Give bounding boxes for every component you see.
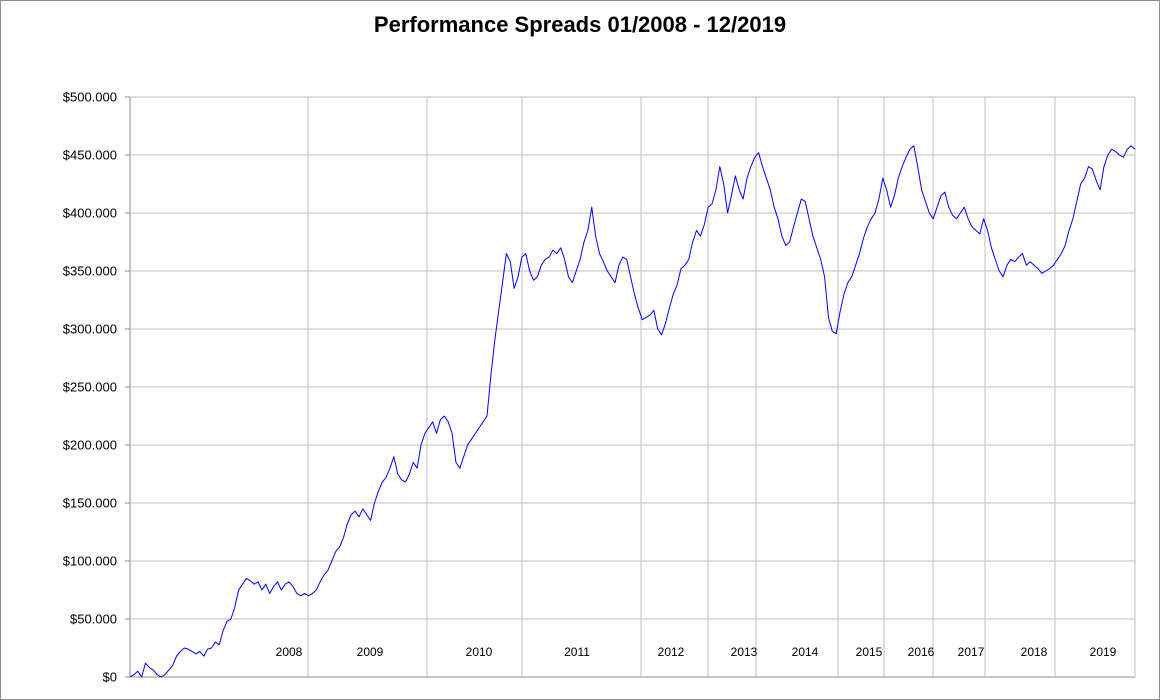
y-tick-label: $300.000 [63,322,117,337]
series-line [129,145,1136,678]
y-tick-label: $100.000 [63,554,117,569]
year-label: 2015 [856,645,883,659]
year-label: 2011 [564,645,590,659]
chart-title: Performance Spreads 01/2008 - 12/2019 [373,12,787,37]
vertical-gridlines [307,97,1056,677]
y-tick-label: $250.000 [63,380,117,395]
y-tick-label: $500.000 [63,90,117,105]
year-label: 2009 [357,645,384,659]
year-label: 2012 [658,645,685,659]
series-group [129,145,1136,678]
year-label: 2008 [276,645,303,659]
y-tick-label: $450.000 [63,148,117,163]
year-label: 2016 [908,645,935,659]
y-tick-label: $400.000 [63,206,117,221]
y-tick-label: $200.000 [63,438,117,453]
y-tick-label: $0 [103,670,117,685]
year-label: 2017 [958,645,985,659]
year-label: 2019 [1090,645,1117,659]
year-labels: 2008 2009 2010 2011 2012 2013 2014 2015 2016 2017… [276,645,1117,659]
year-label: 2018 [1021,645,1048,659]
y-tick-label: $50.000 [70,612,117,627]
y-axis-tick-labels: $0 $50.000 $100.000 $150.000 $200.000 $250.00… [63,90,117,685]
horizontal-gridlines [125,96,1135,678]
y-tick-label: $350.000 [63,264,117,279]
axes [129,96,1136,678]
y-tick-label: $150.000 [63,496,117,511]
year-label: 2010 [466,645,493,659]
year-label: 2014 [792,645,819,659]
year-label: 2013 [731,645,758,659]
